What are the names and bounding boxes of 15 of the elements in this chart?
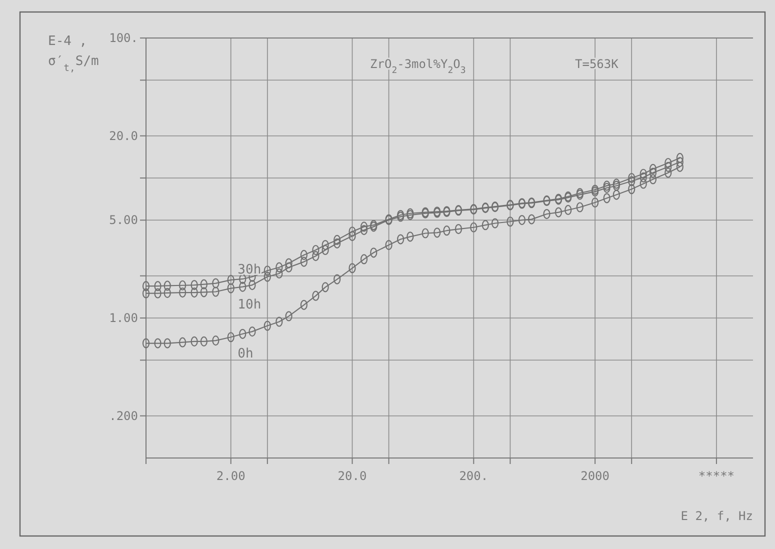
series-label: 30h bbox=[238, 262, 262, 278]
x-tick-label: 20.0 bbox=[338, 469, 367, 483]
x-tick-label: 2.00 bbox=[216, 469, 246, 483]
y-tick-label: 20.0 bbox=[109, 128, 138, 143]
series-label: 10h bbox=[238, 298, 262, 313]
y-tick-label: 1.00 bbox=[109, 311, 138, 325]
y-tick-label: 5.00 bbox=[109, 213, 138, 228]
series-label: 0h bbox=[238, 346, 254, 362]
y-tick-label: .200 bbox=[109, 408, 138, 423]
x-axis-title: E 2, f, Hz bbox=[680, 509, 753, 523]
y-axis-title: E-4 , σ′$_{t,}$S/m bbox=[48, 34, 100, 74]
x-tick-label: 200. bbox=[459, 469, 488, 483]
x-tick-label: ***** bbox=[698, 469, 735, 483]
x-tick-label: 2000 bbox=[580, 469, 610, 483]
y-tick-label: 100. bbox=[109, 31, 138, 45]
